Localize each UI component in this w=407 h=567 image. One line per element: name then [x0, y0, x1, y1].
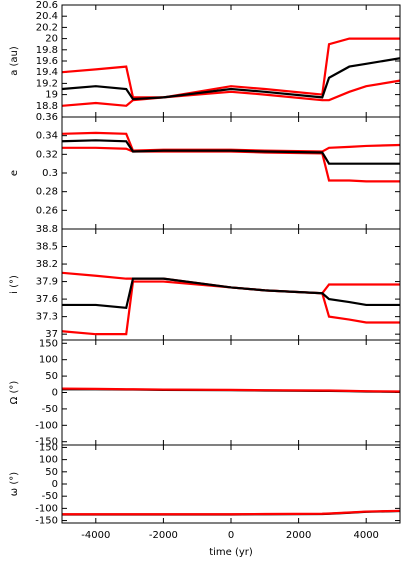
y-tick-label: 19.4	[36, 67, 58, 78]
y-tick-label: 19.6	[36, 56, 58, 67]
x-tick-label: 4000	[353, 530, 378, 541]
series-line	[62, 277, 400, 310]
y-tick-label: 38.5	[36, 242, 58, 253]
y-tick-label: -100	[35, 503, 58, 514]
y-tick-label: 100	[39, 355, 58, 366]
y-axis-label: e	[9, 170, 20, 176]
y-tick-label: 20.4	[36, 11, 58, 22]
y-tick-label: 18.8	[36, 101, 58, 112]
x-tick-label: 2000	[286, 530, 311, 541]
y-tick-label: 50	[45, 467, 58, 478]
series-line	[62, 139, 400, 165]
y-tick-label: 150	[39, 338, 58, 349]
y-tick-label: 20.2	[36, 22, 58, 33]
panel-frame	[61, 444, 401, 524]
y-tick-label: 100	[39, 455, 58, 466]
panel-frame	[61, 339, 401, 446]
y-tick-label: 37.6	[36, 294, 58, 305]
series-line	[62, 387, 400, 393]
series-line	[62, 280, 400, 336]
x-tick-label: -2000	[149, 530, 178, 541]
y-tick-label: -50	[42, 404, 58, 415]
y-tick-label: 19.2	[36, 78, 58, 89]
y-tick-label: 0.3	[42, 168, 58, 179]
y-tick-label: 0.28	[36, 187, 58, 198]
y-tick-label: 20.6	[36, 0, 58, 11]
x-tick-label: -4000	[81, 530, 110, 541]
y-axis-label: i (°)	[9, 275, 20, 294]
y-tick-label: 0.36	[36, 112, 58, 123]
y-axis-label: ω (°)	[9, 472, 20, 496]
series-line	[62, 79, 400, 107]
panel-frame	[61, 4, 401, 118]
series-line	[62, 509, 400, 516]
y-tick-label: 0.32	[36, 149, 58, 160]
y-tick-label: 50	[45, 371, 58, 382]
series-line	[62, 37, 400, 99]
y-tick-label: 0.34	[36, 131, 58, 142]
y-tick-label: 37.3	[36, 312, 58, 323]
y-tick-label: -150	[35, 516, 58, 527]
y-tick-label: 38.2	[36, 259, 58, 270]
y-tick-label: 37.9	[36, 277, 58, 288]
y-tick-label: -150	[35, 437, 58, 448]
series-line	[62, 271, 400, 295]
y-tick-label: 0	[52, 479, 58, 490]
y-axis-label: Ω (°)	[9, 381, 20, 405]
y-tick-label: -50	[42, 491, 58, 502]
y-tick-label: -100	[35, 420, 58, 431]
x-axis-label: time (yr)	[209, 547, 253, 558]
y-tick-label: 19	[45, 90, 58, 101]
y-tick-label: 150	[39, 442, 58, 453]
y-tick-label: 37	[45, 329, 58, 340]
y-tick-label: 38.8	[36, 224, 58, 235]
y-tick-label: 19.8	[36, 45, 58, 56]
y-tick-label: 20	[45, 34, 58, 45]
x-tick-label: 0	[228, 530, 234, 541]
y-tick-label: 0.26	[36, 205, 58, 216]
y-tick-label: 0	[52, 388, 58, 399]
series-line	[62, 57, 400, 101]
y-axis-label: a (au)	[9, 46, 20, 76]
